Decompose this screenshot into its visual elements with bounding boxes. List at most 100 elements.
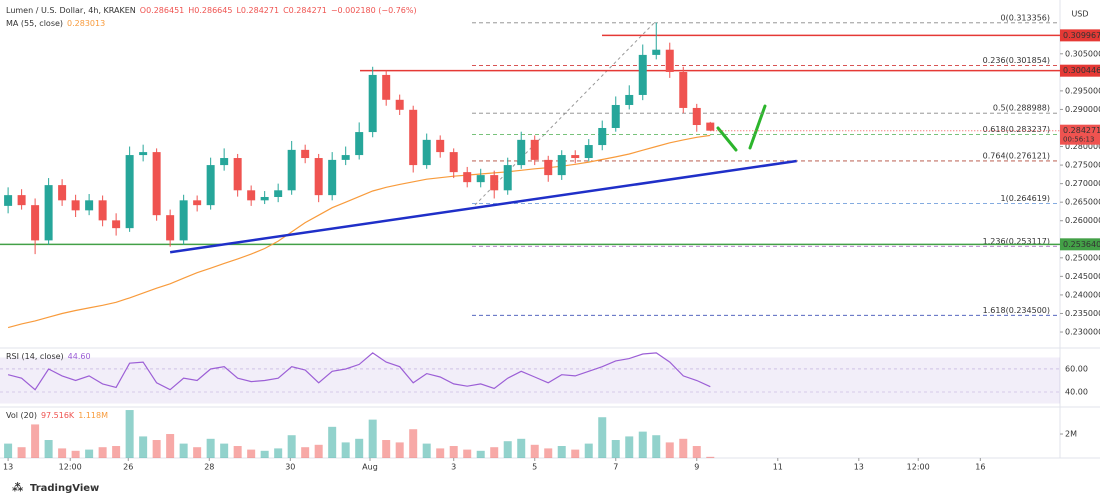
volume-bar xyxy=(4,443,13,458)
x-tick-label: 26 xyxy=(123,463,133,472)
candle-body xyxy=(490,175,499,191)
price-tag xyxy=(1060,64,1100,77)
volume-bar xyxy=(584,443,593,458)
volume-bar xyxy=(355,438,364,458)
candle-body xyxy=(206,165,215,206)
candle-body xyxy=(85,200,94,211)
y-tick-label: 0.295000 xyxy=(1065,86,1100,95)
candle-body xyxy=(476,175,485,183)
candle-body xyxy=(665,49,674,72)
volume-bar xyxy=(409,429,418,458)
candle-body xyxy=(328,159,337,196)
currency: USD xyxy=(1071,10,1088,19)
candle-body xyxy=(436,139,445,153)
quote-item: L0.284271 xyxy=(236,6,280,15)
quote-item: H0.286645 xyxy=(188,6,233,15)
volume-bar xyxy=(328,426,337,458)
candle-body xyxy=(17,195,26,206)
arrow-down xyxy=(716,126,738,152)
volume-bar xyxy=(58,448,67,458)
candle-body xyxy=(287,149,296,191)
price-tag xyxy=(1060,29,1100,42)
price-tag-label: 0.300446 xyxy=(1063,66,1100,75)
volume-bar xyxy=(382,440,391,458)
candle-body xyxy=(517,139,526,166)
y-tick-label: 0.235000 xyxy=(1065,309,1100,318)
volume-bar xyxy=(692,446,701,458)
logo: ⁂ xyxy=(12,481,24,494)
candle-body xyxy=(449,152,458,173)
volume-bar xyxy=(112,446,121,458)
candle-body xyxy=(584,145,593,159)
volume-bar xyxy=(71,450,80,458)
candle-body xyxy=(71,200,80,211)
last-price-tag xyxy=(1060,124,1100,145)
candle-body xyxy=(652,49,661,55)
rsi-line xyxy=(7,352,711,391)
volume-bar xyxy=(260,450,269,458)
vol-legend: Vol (20) 97.516K 1.118M xyxy=(6,411,112,420)
candle-body xyxy=(125,155,134,229)
candle-body xyxy=(98,200,107,221)
volume-bar xyxy=(166,434,175,458)
candle-body xyxy=(422,139,431,166)
volume-bar xyxy=(571,449,580,458)
x-tick-label: Aug xyxy=(362,463,378,472)
candle-body xyxy=(179,200,188,241)
vol-ma-value: 1.118M xyxy=(78,411,108,420)
vol-name: Vol (20) xyxy=(6,411,37,420)
x-tick-label: 7 xyxy=(613,463,618,472)
y-tick-label: 0.280000 xyxy=(1065,142,1100,151)
candle-body xyxy=(679,71,688,108)
x-tick-label: 13 xyxy=(3,463,13,472)
candle-body xyxy=(301,149,310,159)
x-tick-label: 5 xyxy=(532,463,537,472)
volume-bar xyxy=(301,447,310,458)
volume-bar xyxy=(314,444,323,458)
header: Lumen / U.S. Dollar, 4h, KRAKEN O0.286451… xyxy=(6,6,425,15)
volume-bar xyxy=(490,447,499,458)
vol-value: 97.516K xyxy=(40,411,75,420)
rsi-name: RSI (14, close) xyxy=(6,352,64,361)
symbol-title: Lumen / U.S. Dollar, 4h, KRAKEN xyxy=(6,6,136,15)
quote-item: −0.002180 (−0.76%) xyxy=(330,6,417,15)
y-tick-label: 0.275000 xyxy=(1065,161,1100,170)
volume-bar xyxy=(152,440,161,458)
quote: O0.286451 H0.286645 L0.284271 C0.284271 −0.0… xyxy=(140,6,421,15)
candle-body xyxy=(706,122,715,131)
rsi-tick-label: 60.00 xyxy=(1065,364,1088,373)
volume-bar xyxy=(476,450,485,458)
volume-bar xyxy=(679,438,688,458)
x-tick-label: 9 xyxy=(694,463,699,472)
candle-body xyxy=(166,215,175,241)
volume-bar xyxy=(247,449,256,458)
volume-bar xyxy=(85,449,94,458)
volume-bar xyxy=(368,419,377,458)
fib-label: 0.236(0.301854) xyxy=(983,56,1050,65)
candle-body xyxy=(544,159,553,176)
candle-body xyxy=(355,132,364,156)
candle-body xyxy=(4,195,13,206)
candle-body xyxy=(598,127,607,146)
volume-bar xyxy=(706,456,715,458)
brand: TradingView xyxy=(30,483,99,494)
fib-label: 1.618(0.234500) xyxy=(983,306,1050,315)
volume-bar xyxy=(98,447,107,458)
volume-bar xyxy=(125,410,134,458)
quote-item: C0.284271 xyxy=(283,6,327,15)
candle-body xyxy=(611,104,620,128)
price-tag-label: 0.309967 xyxy=(1063,31,1100,40)
fib-label: 1(0.264619) xyxy=(1000,194,1050,203)
candle-body xyxy=(44,185,53,241)
volume-bar xyxy=(287,435,296,458)
y-tick-label: 0.270000 xyxy=(1065,179,1100,188)
volume-bar xyxy=(598,417,607,458)
candle-body xyxy=(247,190,256,201)
volume-bar xyxy=(395,442,404,458)
candle-body xyxy=(193,200,202,206)
volume-bar xyxy=(449,446,458,458)
x-tick-label: 28 xyxy=(204,463,214,472)
x-tick-label: 3 xyxy=(451,463,456,472)
volume-bar xyxy=(341,442,350,458)
rsi-legend: RSI (14, close) 44.60 xyxy=(6,352,95,361)
